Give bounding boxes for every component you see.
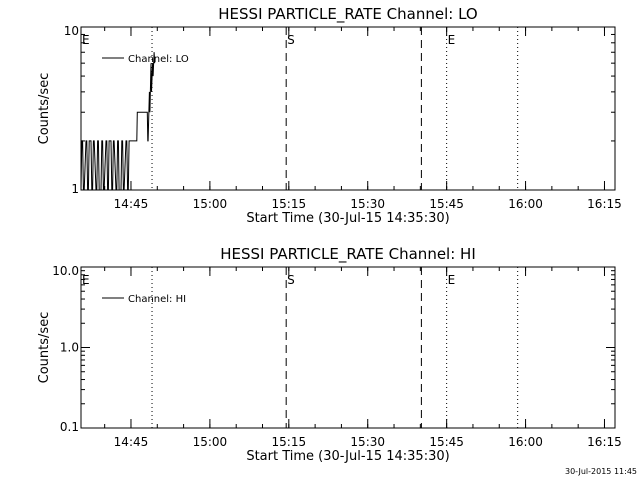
series-line-0 — [80, 52, 156, 191]
x-tick-label: 15:00 — [193, 435, 228, 449]
x-tick-label: 14:45 — [114, 435, 149, 449]
x-tick-label: 15:30 — [350, 435, 385, 449]
plot-frame — [80, 266, 616, 429]
x-tick-label: 16:15 — [587, 197, 622, 211]
marker-label: E — [448, 33, 456, 47]
x-tick-label: 15:15 — [272, 197, 307, 211]
x-tick-label: 15:30 — [350, 197, 385, 211]
x-tick-label: 14:45 — [114, 197, 149, 211]
footer-timestamp: 30-Jul-2015 11:45 — [565, 467, 637, 476]
x-tick-label: 15:45 — [429, 435, 464, 449]
x-tick-label: 16:00 — [508, 197, 543, 211]
marker-label: S — [287, 33, 295, 47]
chart-title: HESSI PARTICLE_RATE Channel: HI — [220, 245, 476, 264]
marker-label: E — [448, 273, 456, 287]
y-tick-label: 10.0 — [52, 264, 79, 278]
y-axis-title: Counts/sec — [37, 312, 52, 384]
y-axis-title: Counts/sec — [37, 73, 52, 145]
x-axis-title: Start Time (30-Jul-15 14:35:30) — [246, 211, 449, 226]
x-axis-title: Start Time (30-Jul-15 14:35:30) — [246, 449, 449, 464]
x-tick-label: 15:15 — [272, 435, 307, 449]
lo-channel-plot: HESSI PARTICLE_RATE Channel: LO 1 10 14:45 1… — [37, 5, 622, 226]
y-tick-label: 1 — [71, 182, 79, 196]
x-tick-label: 15:00 — [193, 197, 228, 211]
plot-frame — [80, 26, 616, 191]
chart-title: HESSI PARTICLE_RATE Channel: LO — [218, 5, 477, 24]
marker-label: S — [287, 273, 295, 287]
legend-label: Channel: HI — [128, 294, 186, 305]
marker-label: E — [82, 33, 90, 47]
x-tick-label: 16:00 — [508, 435, 543, 449]
legend-label: Channel: LO — [128, 54, 189, 65]
x-tick-label: 15:45 — [429, 197, 464, 211]
y-tick-label: 1.0 — [60, 341, 79, 355]
hi-channel-plot: HESSI PARTICLE_RATE Channel: HI 0.1 1.0 10.… — [37, 245, 622, 464]
x-tick-label: 16:15 — [587, 435, 622, 449]
marker-label: E — [82, 273, 90, 287]
y-tick-label: 0.1 — [60, 420, 79, 434]
y-tick-label: 10 — [64, 24, 79, 38]
